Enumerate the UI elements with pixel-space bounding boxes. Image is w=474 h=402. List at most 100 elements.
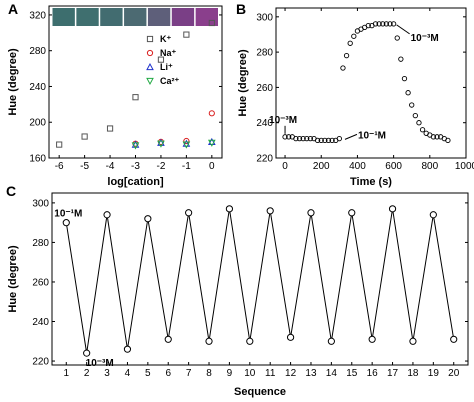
c-x-tick-label: 7 xyxy=(186,368,192,379)
b-point xyxy=(412,112,418,119)
b-point xyxy=(314,137,321,144)
c-point xyxy=(83,349,91,357)
c-point xyxy=(185,209,193,217)
c-point xyxy=(388,205,397,213)
b-point xyxy=(340,65,346,71)
a-x-tick-label: -5 xyxy=(80,161,89,172)
a-legend-label: K⁺ xyxy=(160,34,171,44)
a-point-triangle-down xyxy=(182,141,191,149)
b-x-tick-label: 600 xyxy=(385,161,402,172)
c-annotations: 10⁻¹M 10⁻³M xyxy=(54,209,113,369)
b-point xyxy=(343,52,350,59)
b-point xyxy=(394,35,400,41)
a-y-tick-label: 320 xyxy=(29,10,46,21)
c-y-tick-label: 300 xyxy=(32,198,49,209)
c-marks xyxy=(62,205,458,357)
c-y-tick-label: 280 xyxy=(32,238,49,249)
a-color-swatch xyxy=(52,8,75,26)
c-x-tick-label: 19 xyxy=(428,368,440,379)
b-point xyxy=(383,21,390,27)
a-y-tick-label: 160 xyxy=(29,154,46,165)
a-point-square xyxy=(132,94,139,101)
a-legend-marker xyxy=(146,62,154,71)
a-point-triangle-up xyxy=(207,137,216,146)
a-y-tick-label: 240 xyxy=(29,82,46,93)
b-point xyxy=(430,134,437,140)
a-point-square xyxy=(106,125,114,132)
a-x-tick-label: -3 xyxy=(131,161,140,172)
b-point xyxy=(409,102,415,108)
c-point xyxy=(348,209,356,217)
c-point xyxy=(307,209,315,217)
a-legend-label: Na⁺ xyxy=(160,48,177,58)
c-point xyxy=(123,345,132,353)
a-point-triangle-up xyxy=(157,138,165,146)
c-point xyxy=(409,337,417,345)
a-point-square xyxy=(208,19,215,27)
b-x-tick-label: 0 xyxy=(282,161,288,172)
a-point-triangle-down xyxy=(131,142,140,150)
a-legend-label: Ca²⁺ xyxy=(160,76,180,86)
c-x-tick-label: 8 xyxy=(206,368,212,379)
a-color-swatch xyxy=(76,8,99,26)
c-point xyxy=(62,219,70,227)
c-plot-frame xyxy=(51,192,469,366)
a-legend-marker xyxy=(146,77,154,86)
a-color-swatch xyxy=(171,8,195,26)
a-x-tick-label: -4 xyxy=(106,161,115,172)
c-x-tick-label: 1 xyxy=(63,368,69,379)
b-point xyxy=(419,127,426,133)
b-y-tick-label: 300 xyxy=(256,12,273,23)
b-annotation-leader xyxy=(344,133,358,140)
a-legend-marker xyxy=(146,49,154,57)
a-legend: K⁺ Na⁺ Li⁺ Ca²⁺ xyxy=(146,34,180,86)
a-x-tick-label: 0 xyxy=(209,161,215,172)
b-point xyxy=(286,134,292,140)
c-x-tick-label: 5 xyxy=(145,368,151,379)
c-point xyxy=(450,335,458,343)
b-point xyxy=(347,40,353,46)
b-point xyxy=(307,135,314,142)
a-marks xyxy=(56,19,216,150)
panel-c-label: C xyxy=(6,183,16,199)
b-point xyxy=(304,135,310,142)
b-point xyxy=(322,137,328,144)
b-point xyxy=(376,21,382,27)
a-x-axis-label: log[cation] xyxy=(107,176,164,188)
b-x-tick-label: 800 xyxy=(421,161,438,172)
a-plot-frame xyxy=(48,5,223,159)
b-annotation-label: 10⁻¹M xyxy=(358,130,386,141)
a-legend-label: Li⁺ xyxy=(160,62,173,72)
panel-c: C 1 2 3 4 5 6 7 8 9 10 11 12 13 14 15 16 17 18 19 202202402… xyxy=(6,183,469,398)
c-x-tick-label: 16 xyxy=(367,368,379,379)
b-annotation-label: 10⁻³M xyxy=(411,33,439,44)
a-point-square xyxy=(81,133,88,140)
a-point-square xyxy=(56,141,63,148)
b-point xyxy=(398,56,404,62)
c-point xyxy=(225,205,234,213)
c-series-line xyxy=(65,208,455,354)
a-x-tick-label: -6 xyxy=(55,161,64,172)
b-axes: 0 200 400 600 800 1000 220 240 260 280 300 xyxy=(256,7,474,172)
b-point xyxy=(387,21,393,27)
c-x-tick-label: 6 xyxy=(165,368,171,379)
c-x-tick-label: 20 xyxy=(448,368,460,379)
b-point xyxy=(445,137,451,144)
b-point xyxy=(401,75,408,82)
b-point xyxy=(329,137,335,144)
b-point xyxy=(282,134,288,140)
c-point xyxy=(266,207,274,215)
b-y-axis-label: Hue (degree) xyxy=(237,49,249,117)
b-x-tick-label: 400 xyxy=(349,161,366,172)
b-annotation-label: 10⁻³M xyxy=(269,115,297,126)
a-x-tick-label: -2 xyxy=(156,161,165,172)
c-annotation-label: 10⁻³M xyxy=(86,358,114,369)
c-x-tick-label: 14 xyxy=(326,368,338,379)
a-color-swatch xyxy=(124,8,147,26)
b-y-tick-label: 260 xyxy=(256,83,273,94)
b-point xyxy=(434,134,440,140)
b-point xyxy=(300,135,306,142)
a-point-triangle-up xyxy=(182,139,191,147)
b-annotation-leader xyxy=(396,24,410,35)
